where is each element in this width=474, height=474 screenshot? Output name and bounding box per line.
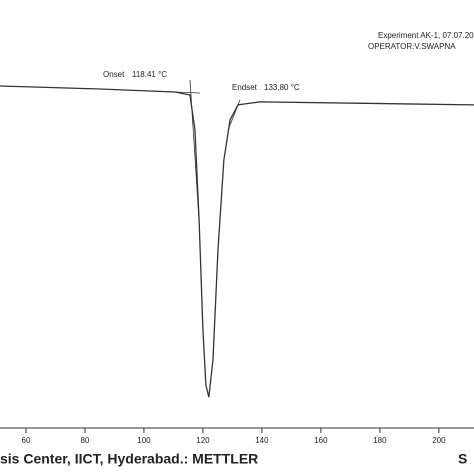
operator-label: OPERATOR:V.SWAPNA xyxy=(368,42,456,51)
onset-label: Onset xyxy=(103,70,125,79)
footer: sis Center, IICT, Hyderabad.: METTLER xyxy=(0,451,258,467)
experiment-label: Experiment AK-1, 07.07.20 xyxy=(378,31,474,40)
x-tick-label: 200 xyxy=(432,436,446,445)
x-tick-label: 80 xyxy=(80,436,89,445)
x-tick-label: 60 xyxy=(22,436,31,445)
onset-value: 118.41 °C xyxy=(132,70,167,79)
x-tick-label: 140 xyxy=(255,436,269,445)
endset-label: Endset xyxy=(232,83,258,92)
endset-value: 133.80 °C xyxy=(264,83,300,92)
x-tick-label: 160 xyxy=(314,436,328,445)
x-tick-label: 180 xyxy=(373,436,387,445)
x-tick-label: 120 xyxy=(196,436,210,445)
x-tick-label: 100 xyxy=(137,436,151,445)
line xyxy=(0,85,474,398)
footer-right: S xyxy=(458,451,467,467)
